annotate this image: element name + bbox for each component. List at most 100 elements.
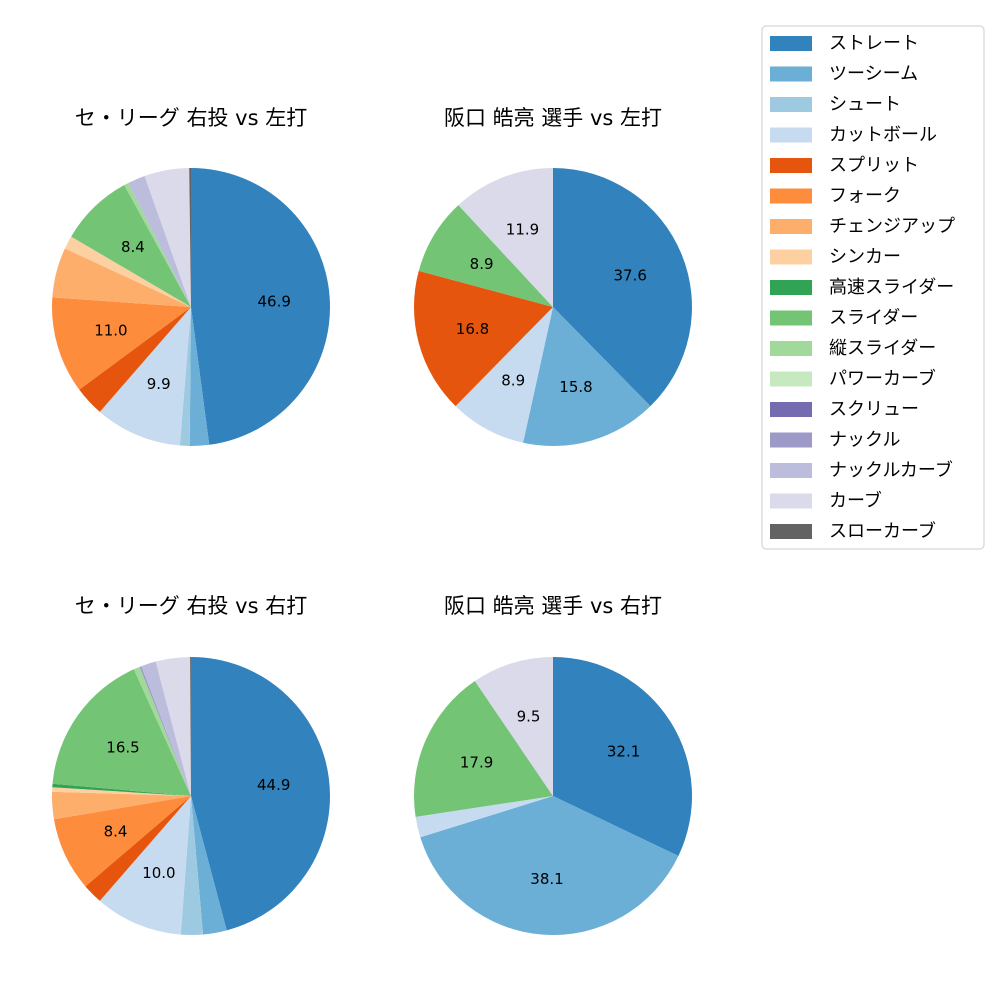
slice-value-label: 9.9 (147, 375, 171, 393)
legend-swatch (770, 66, 812, 82)
chart-title: 阪口 皓亮 選手 vs 左打 (444, 106, 662, 130)
pie-slice-シュート (180, 796, 204, 935)
legend-label: ストレート (829, 33, 919, 54)
legend-swatch (770, 97, 812, 112)
legend-label: カットボール (829, 125, 937, 146)
slice-value-label: 15.8 (559, 378, 592, 396)
pie-slice-ツーシーム (191, 796, 227, 935)
legend-swatch (770, 310, 812, 326)
pie-slice-カーブ (155, 657, 191, 796)
slice-value-label: 44.9 (257, 776, 290, 794)
legend-swatch (770, 219, 812, 234)
pie-slice-スローカーブ (190, 656, 191, 796)
legend-swatch (770, 432, 812, 448)
legend-swatch (770, 493, 812, 509)
legend-label: スクリュー (829, 399, 919, 420)
legend-label: カーブ (829, 490, 882, 512)
pie-slice-カットボール (99, 796, 191, 935)
legend-label: ナックルカーブ (829, 459, 953, 481)
legend-label: 縦スライダー (829, 338, 936, 359)
pie-slice-カットボール (415, 796, 553, 838)
pie-slice-フォーク (51, 297, 191, 390)
pie-chart-seleague-vs-right: セ・リーグ 右投 vs 右打 44.9 10.0 8.4 16.5 (51, 594, 330, 935)
legend-frame (761, 25, 985, 550)
pie-slice-ストレート (553, 168, 692, 407)
legend-label: シンカー (829, 247, 901, 268)
pie-slice-スプリット (85, 796, 191, 901)
legend-label: スプリット (829, 155, 919, 176)
legend-label: チェンジアップ (829, 216, 955, 237)
legend-swatch (770, 402, 812, 417)
slice-value-label: 17.9 (460, 754, 493, 772)
legend-swatch (770, 463, 812, 478)
legend-swatch (770, 249, 812, 265)
legend-label: パワーカーブ (829, 368, 936, 390)
legend-label: シュート (829, 94, 901, 115)
legend: ストレートツーシームシュートカットボールスプリットフォークチェンジアップシンカー… (761, 25, 985, 550)
slice-value-label: 46.9 (257, 293, 290, 311)
legend-swatch (770, 36, 812, 51)
pie-slice-ナックルカーブ (141, 661, 191, 796)
pie-slice-カーブ (458, 168, 553, 307)
slice-value-label: 11.0 (94, 321, 127, 339)
legend-label: スライダー (829, 308, 918, 329)
legend-swatch (770, 158, 812, 173)
chart-title: セ・リーグ 右投 vs 左打 (75, 106, 307, 130)
legend-swatch (770, 371, 812, 387)
pie-slice-スローカーブ (189, 167, 191, 307)
pie-slice-スライダー (52, 669, 191, 796)
legend-label: 高速スライダー (829, 277, 954, 298)
legend-swatch (770, 280, 812, 295)
legend-swatch (770, 524, 812, 539)
slice-value-label: 9.5 (517, 707, 541, 725)
pie-slice-ストレート (191, 657, 330, 931)
legend-swatch (770, 127, 812, 143)
pie-slice-シンカー (64, 236, 191, 307)
slice-value-label: 16.5 (106, 739, 139, 757)
pie-slice-カーブ (474, 657, 553, 796)
chart-title: 阪口 皓亮 選手 vs 右打 (444, 594, 662, 618)
pie-slice-スライダー (71, 185, 191, 307)
pie-slice-フォーク (53, 796, 191, 887)
pie-slice-カットボール (99, 307, 191, 446)
legend-swatch (770, 188, 812, 204)
pie-slice-ツーシーム (420, 796, 679, 936)
pie-slice-縦スライダー (124, 182, 191, 307)
legend-swatch (770, 341, 812, 356)
pie-slice-カーブ (144, 168, 191, 307)
pie-slice-ナックル (139, 666, 191, 796)
legend-label: ツーシーム (829, 64, 918, 85)
pie-slice-スライダー (418, 205, 553, 307)
slice-value-label: 11.9 (506, 220, 539, 238)
pie-slice-スプリット (413, 270, 553, 407)
pie-chart-seleague-vs-left: セ・リーグ 右投 vs 左打 46.9 9.9 11.0 8.4 (51, 106, 331, 446)
slice-value-label: 8.9 (470, 255, 494, 273)
slice-value-label: 10.0 (142, 864, 175, 882)
pie-slice-ツーシーム (189, 307, 210, 446)
pie-slice-ナックルカーブ (128, 175, 191, 307)
slice-value-label: 38.1 (530, 870, 563, 888)
chart-title: セ・リーグ 右投 vs 右打 (75, 594, 307, 618)
slice-value-label: 16.8 (456, 320, 489, 338)
pie-slice-ストレート (553, 657, 693, 856)
pie-chart-sakaguchi-vs-right: 阪口 皓亮 選手 vs 右打 32.1 38.1 17.9 9.5 (414, 594, 693, 936)
pie-slice-高速スライダー (52, 783, 191, 796)
pie-slice-チェンジアップ (51, 791, 191, 820)
legend-label: スローカーブ (829, 520, 936, 542)
pie-slice-スプリット (79, 307, 191, 412)
pie-slice-シュート (179, 307, 191, 446)
slice-value-label: 8.9 (501, 371, 525, 389)
pie-slice-スライダー (414, 681, 553, 817)
pie-chart-sakaguchi-vs-left: 阪口 皓亮 選手 vs 左打 37.6 15.8 8.9 16.8 8.9 11.9 (413, 106, 692, 446)
pie-slice-シンカー (52, 787, 192, 796)
pie-slice-ストレート (191, 167, 331, 445)
pie-slice-チェンジアップ (52, 248, 191, 307)
slice-value-label: 8.4 (104, 822, 128, 840)
slice-value-label: 8.4 (121, 238, 145, 256)
pie-slice-縦スライダー (133, 666, 191, 796)
slice-value-label: 37.6 (613, 266, 646, 284)
pie-slice-ツーシーム (523, 307, 651, 446)
legend-label: フォーク (829, 186, 901, 207)
legend-label: ナックル (829, 430, 900, 451)
